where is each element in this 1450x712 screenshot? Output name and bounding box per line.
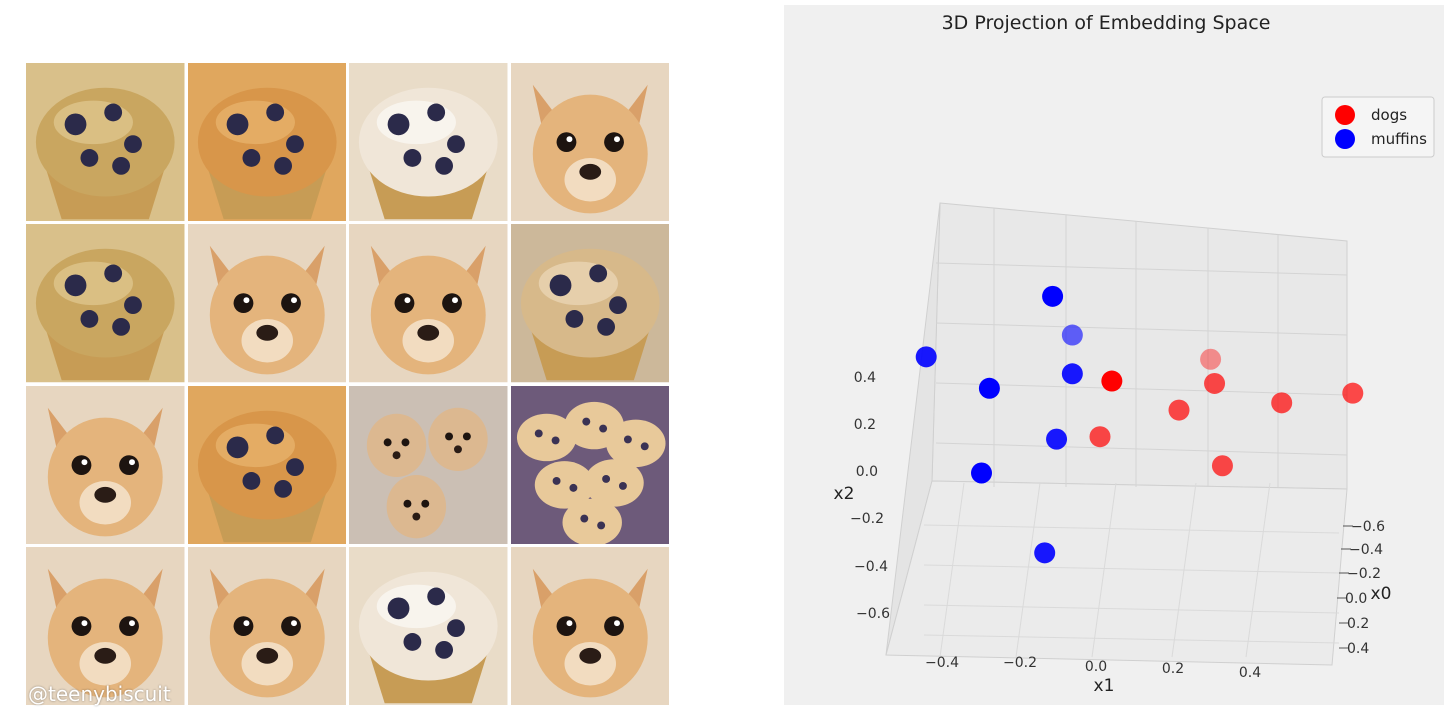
x0-tick-label: 0.2 (1347, 616, 1369, 632)
chart-title: 3D Projection of Embedding Space (942, 12, 1271, 34)
photo-illustration (187, 63, 346, 222)
gridline-floor (923, 524, 1340, 534)
legend-marker-dogs (1335, 105, 1355, 125)
x2-tick-label: −0.4 (854, 559, 888, 575)
gridline-floor (1091, 482, 1117, 658)
axes-layer: −0.4 −0.2 0.0 0.2 0.4 x1 0.4 0.2 0.0 −0.2 −0.4 −0.6… (834, 202, 1392, 696)
photo-illustration (510, 385, 669, 544)
photo-tile-muffin (187, 63, 346, 222)
x0-axis-label: x0 (1371, 584, 1392, 604)
x1-axis-label: x1 (1094, 676, 1115, 696)
legend-label-dogs: dogs (1371, 106, 1407, 124)
x2-tick-label: 0.4 (854, 370, 876, 386)
scatter-point-muffins (1042, 285, 1064, 307)
photo-illustration (26, 63, 185, 222)
photo-illustration (187, 385, 346, 544)
x2-tick-label: −0.6 (856, 606, 890, 622)
gridline-floor (923, 604, 1340, 614)
x1-tick-label: 0.2 (1162, 661, 1184, 677)
photo-tile-muffin (349, 546, 508, 705)
photo-illustration (349, 224, 508, 383)
x2-axis-label: x2 (834, 484, 855, 504)
embedding-chart: 3D Projection of Embedding Space −0.4 −0.… (784, 5, 1444, 705)
photo-credit: @teenybiscuit (28, 682, 171, 706)
photo-tile-muffin (187, 385, 346, 544)
photo-illustration (187, 546, 346, 705)
gridline-floor (1245, 482, 1271, 658)
photo-tile-dog (26, 385, 185, 544)
legend-label-muffins: muffins (1371, 130, 1427, 148)
scatter-point-dogs (1200, 348, 1222, 370)
x2-tick-label: −0.2 (850, 511, 884, 527)
scatter-point-muffins (1061, 324, 1083, 346)
photo-illustration (26, 385, 185, 544)
photo-illustration (26, 546, 185, 705)
gridline-horizontal (935, 262, 1348, 276)
photo-tile-muffin (510, 224, 669, 383)
photo-tile-dog (187, 224, 346, 383)
photo-tile-dog (187, 546, 346, 705)
scatter-point-dogs (1204, 372, 1226, 394)
photo-tile-dogs (349, 385, 508, 544)
photo-illustration (26, 224, 185, 383)
scatter-point-muffins (1046, 428, 1068, 450)
gridline-horizontal (935, 322, 1348, 336)
photo-tile-muffin (26, 63, 185, 222)
scatter-point-muffins (1061, 363, 1083, 385)
photo-grid (26, 63, 669, 705)
gridline-floor (923, 564, 1340, 574)
floor-pane (885, 480, 1348, 666)
x0-tick-label: 0.4 (1347, 641, 1369, 657)
legend-marker-muffins (1335, 129, 1355, 149)
photo-tile-dog (26, 546, 185, 705)
scatter-point-dogs (1101, 370, 1123, 392)
photo-tile-muffin (349, 63, 508, 222)
x2-tick-label: 0.2 (854, 417, 876, 433)
photo-illustration (510, 546, 669, 705)
photo-illustration (349, 546, 508, 705)
scatter-point-muffins (971, 462, 992, 484)
photo-illustration (510, 63, 669, 222)
points-layer (915, 285, 1364, 564)
x1-tick-label: −0.4 (925, 655, 959, 671)
scatter-point-dogs (1342, 382, 1364, 404)
photo-tile-dog (510, 546, 669, 705)
gridline-horizontal (935, 442, 1348, 456)
x0-tick-label: −0.6 (1351, 519, 1385, 535)
photo-tile-dog (349, 224, 508, 383)
scatter-point-dogs (1211, 455, 1233, 477)
x0-tick-label: −0.2 (1347, 566, 1381, 582)
x0-tick-label: −0.4 (1349, 542, 1383, 558)
photo-illustration (510, 224, 669, 383)
photo-illustration (349, 63, 508, 222)
x2-tick-label: 0.0 (856, 464, 878, 480)
photo-tile-dog (510, 63, 669, 222)
x1-tick-label: −0.2 (1003, 655, 1037, 671)
scatter-point-muffins (915, 346, 937, 368)
scatter-point-dogs (1168, 399, 1190, 421)
scatter-point-dogs (1089, 426, 1111, 448)
chart-legend: dogs muffins (1321, 96, 1435, 158)
photo-illustration (187, 224, 346, 383)
gridline-floor (923, 634, 1340, 644)
x1-tick-label: 0.4 (1239, 665, 1261, 681)
scatter-point-muffins (978, 377, 1000, 399)
scatter-point-muffins (1034, 542, 1056, 564)
x1-tick-label: 0.0 (1085, 659, 1107, 675)
gridline-floor (939, 482, 965, 658)
x0-tick-label: 0.0 (1345, 591, 1367, 607)
chart-svg: 3D Projection of Embedding Space −0.4 −0.… (784, 5, 1444, 705)
photo-illustration (349, 385, 508, 544)
scatter-point-dogs (1271, 392, 1293, 414)
photo-tile-muffin (26, 224, 185, 383)
gridline-floor (1015, 482, 1041, 658)
photo-tile-muffins (510, 385, 669, 544)
